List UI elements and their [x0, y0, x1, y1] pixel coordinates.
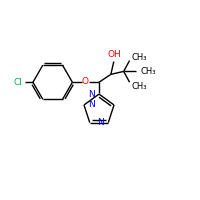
Text: N: N	[98, 118, 104, 127]
Text: N: N	[88, 100, 95, 109]
Text: CH₃: CH₃	[132, 53, 147, 62]
Text: OH: OH	[108, 50, 122, 59]
Text: O: O	[82, 77, 89, 86]
Text: CH₃: CH₃	[140, 67, 156, 76]
Text: Cl: Cl	[13, 78, 22, 87]
Text: CH₃: CH₃	[132, 82, 147, 91]
Text: N: N	[88, 90, 95, 99]
